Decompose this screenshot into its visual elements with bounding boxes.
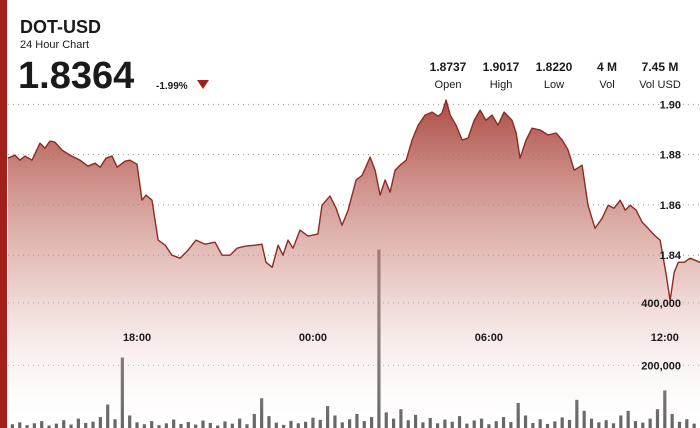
price-area bbox=[8, 100, 700, 428]
x-tick-label: 00:00 bbox=[299, 332, 327, 344]
stat-label: Open bbox=[435, 79, 462, 91]
stat-label: High bbox=[490, 79, 513, 91]
chart-title: DOT-USD bbox=[20, 17, 101, 37]
x-tick-label: 06:00 bbox=[475, 332, 503, 344]
y-tick-label: 1.84 bbox=[660, 250, 682, 262]
y-tick-label: 1.88 bbox=[660, 150, 681, 162]
change: -1.99% bbox=[156, 81, 188, 92]
x-tick-label: 12:00 bbox=[651, 332, 679, 344]
stats: 1.8737 Open 1.9017 High 1.8220 Low 4 M Vol 7.45 … bbox=[430, 60, 681, 91]
stat-value: 4 M bbox=[597, 60, 617, 74]
x-tick-label: 18:00 bbox=[123, 332, 151, 344]
stat-label: Vol USD bbox=[639, 79, 681, 91]
y-tick-label: 1.86 bbox=[660, 200, 681, 212]
stat-value: 1.8220 bbox=[536, 60, 573, 74]
stat-value: 7.45 M bbox=[642, 60, 679, 74]
volume-tick-label: 200,000 bbox=[641, 360, 681, 372]
volume-tick-label: 400,000 bbox=[641, 298, 681, 310]
stat-label: Vol bbox=[599, 79, 614, 91]
y-tick-label: 1.90 bbox=[660, 99, 681, 111]
price-line bbox=[7, 99, 700, 302]
price: 1.8364 bbox=[18, 55, 134, 97]
stat-value: 1.8737 bbox=[430, 60, 467, 74]
accent-bar bbox=[0, 0, 7, 428]
down-arrow bbox=[197, 80, 209, 89]
stat-value: 1.9017 bbox=[483, 60, 520, 74]
plot: 1.90 1.88 1.86 1.84 400,000 200,000 18:00 00:00… bbox=[7, 99, 700, 428]
chart-subtitle: 24 Hour Chart bbox=[20, 39, 89, 51]
stat-label: Low bbox=[544, 79, 564, 91]
